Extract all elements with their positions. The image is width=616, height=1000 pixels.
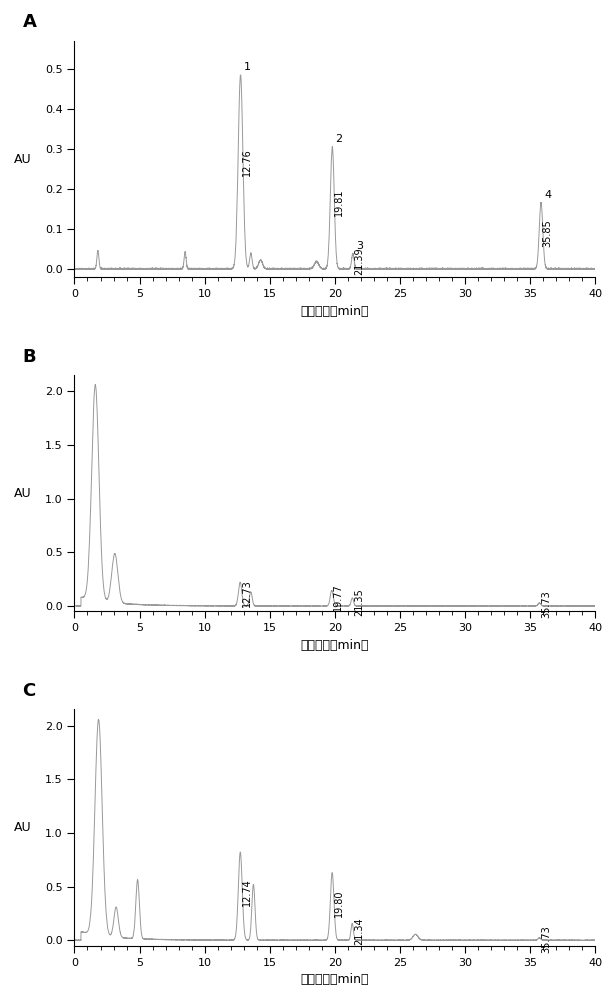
Text: 12.76: 12.76: [242, 149, 252, 176]
Text: B: B: [22, 348, 36, 366]
Text: 35.85: 35.85: [543, 219, 553, 247]
Text: 12.73: 12.73: [241, 579, 252, 607]
X-axis label: 保留时间（min）: 保留时间（min）: [301, 305, 369, 318]
Y-axis label: AU: AU: [14, 821, 31, 834]
Text: 3: 3: [356, 241, 363, 251]
Text: 2: 2: [336, 134, 342, 144]
Text: A: A: [22, 13, 36, 31]
Text: 21.35: 21.35: [354, 588, 364, 616]
Text: 19.80: 19.80: [334, 889, 344, 917]
X-axis label: 保留时间（min）: 保留时间（min）: [301, 639, 369, 652]
Y-axis label: AU: AU: [14, 487, 31, 500]
Text: C: C: [22, 682, 36, 700]
X-axis label: 保留时间（min）: 保留时间（min）: [301, 973, 369, 986]
Text: 21.34: 21.34: [354, 917, 364, 945]
Text: 12.74: 12.74: [242, 878, 252, 906]
Text: 4: 4: [545, 190, 551, 200]
Text: 1: 1: [244, 62, 251, 72]
Y-axis label: AU: AU: [14, 153, 31, 166]
Text: 35.73: 35.73: [541, 591, 551, 618]
Text: 19.77: 19.77: [333, 584, 343, 611]
Text: 19.81: 19.81: [334, 188, 344, 216]
Text: 35.73: 35.73: [541, 925, 551, 953]
Text: 21.39: 21.39: [354, 247, 365, 275]
